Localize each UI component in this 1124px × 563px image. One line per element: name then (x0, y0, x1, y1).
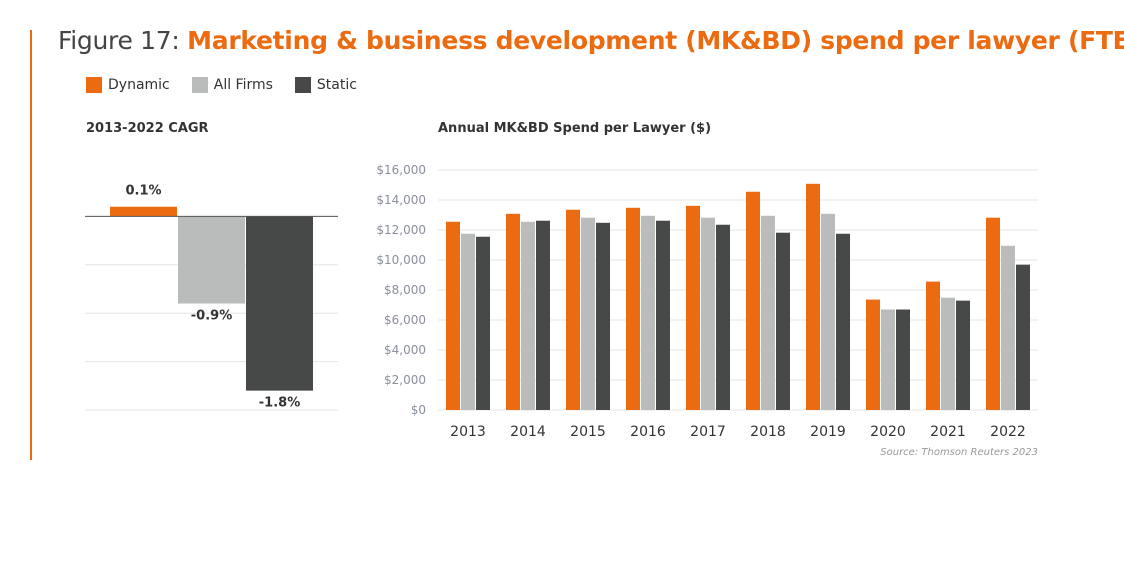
bar-dynamic-2013 (446, 221, 460, 410)
bar-dynamic-2021 (926, 281, 940, 410)
y-tick-label: $4,000 (384, 343, 426, 357)
bar-dynamic-2014 (506, 213, 520, 410)
legend-label: Dynamic (108, 77, 170, 93)
bar-static-2016 (656, 220, 670, 410)
legend-swatch (86, 77, 102, 93)
legend-swatch (294, 77, 311, 93)
x-tick-label: 2018 (750, 424, 786, 440)
x-tick-label: 2015 (570, 424, 606, 440)
legend-label: Static (316, 77, 357, 93)
bar-dynamic-2022 (986, 217, 1000, 410)
x-tick-label: 2016 (630, 424, 666, 440)
figure-title-text: Marketing & business development (MK&BD)… (187, 26, 1124, 55)
annual-chart-title: Annual MK&BD Spend per Lawyer ($) (438, 121, 712, 136)
data-label: -1.8% (259, 396, 300, 411)
bar-static-2015 (596, 222, 610, 410)
x-tick-label: 2013 (450, 424, 486, 440)
bar-dynamic-2017 (686, 205, 700, 410)
bar-static (246, 216, 313, 391)
bar-static-2013 (476, 236, 490, 410)
data-label: 0.1% (125, 184, 161, 199)
y-tick-label: $10,000 (376, 253, 426, 267)
x-tick-label: 2017 (690, 424, 726, 440)
accent-rule (30, 30, 32, 460)
x-tick-label: 2014 (510, 424, 546, 440)
y-tick-label: $0 (411, 403, 426, 417)
bar-all-firms-2020 (881, 309, 895, 410)
legend-item-static: Static (294, 77, 357, 93)
source-note: Source: Thomson Reuters 2023 (880, 447, 1038, 458)
bar-dynamic-2016 (626, 207, 640, 410)
bar-all-firms-2017 (701, 217, 715, 410)
y-tick-label: $12,000 (376, 223, 426, 237)
x-tick-label: 2022 (990, 424, 1026, 440)
legend-item-all-firms: All Firms (191, 77, 273, 93)
bar-dynamic-2020 (866, 299, 880, 410)
y-tick-label: $6,000 (384, 313, 426, 327)
bar-all-firms-2022 (1001, 245, 1015, 410)
bar-static-2020 (896, 309, 910, 410)
cagr-chart-title: 2013-2022 CAGR (86, 121, 209, 136)
data-label: -0.9% (191, 309, 232, 324)
bar-dynamic-2019 (806, 183, 820, 410)
bar-all-firms-2014 (521, 221, 535, 410)
legend: Dynamic All Firms Static (86, 77, 357, 93)
figure-label: Figure 17: (58, 26, 188, 55)
bar-dynamic-2015 (566, 209, 580, 410)
bar-static-2018 (776, 232, 790, 410)
y-tick-label: $8,000 (384, 283, 426, 297)
bar-static-2022 (1016, 264, 1030, 410)
bar-all-firms-2016 (641, 215, 655, 410)
bar-static-2014 (536, 220, 550, 410)
x-tick-label: 2019 (810, 424, 846, 440)
bar-all-firms-2018 (761, 215, 775, 410)
y-tick-label: $16,000 (376, 163, 426, 177)
legend-label: All Firms (213, 77, 273, 93)
y-tick-label: $14,000 (376, 193, 426, 207)
bar-all-firms-2013 (461, 233, 475, 410)
legend-swatch (191, 77, 208, 93)
bar-all-firms-2021 (941, 297, 955, 410)
x-tick-label: 2020 (870, 424, 906, 440)
bar-static-2017 (716, 224, 730, 410)
x-tick-label: 2021 (930, 424, 966, 440)
bar-all-firms (178, 216, 245, 304)
figure-title: Figure 17: Marketing & business developm… (58, 26, 1124, 55)
y-tick-label: $2,000 (384, 373, 426, 387)
bar-dynamic (110, 206, 177, 217)
bar-dynamic-2018 (746, 191, 760, 410)
bar-static-2021 (956, 300, 970, 410)
bar-static-2019 (836, 233, 850, 410)
legend-item-dynamic: Dynamic (86, 77, 170, 93)
bar-all-firms-2015 (581, 217, 595, 410)
bar-all-firms-2019 (821, 213, 835, 410)
